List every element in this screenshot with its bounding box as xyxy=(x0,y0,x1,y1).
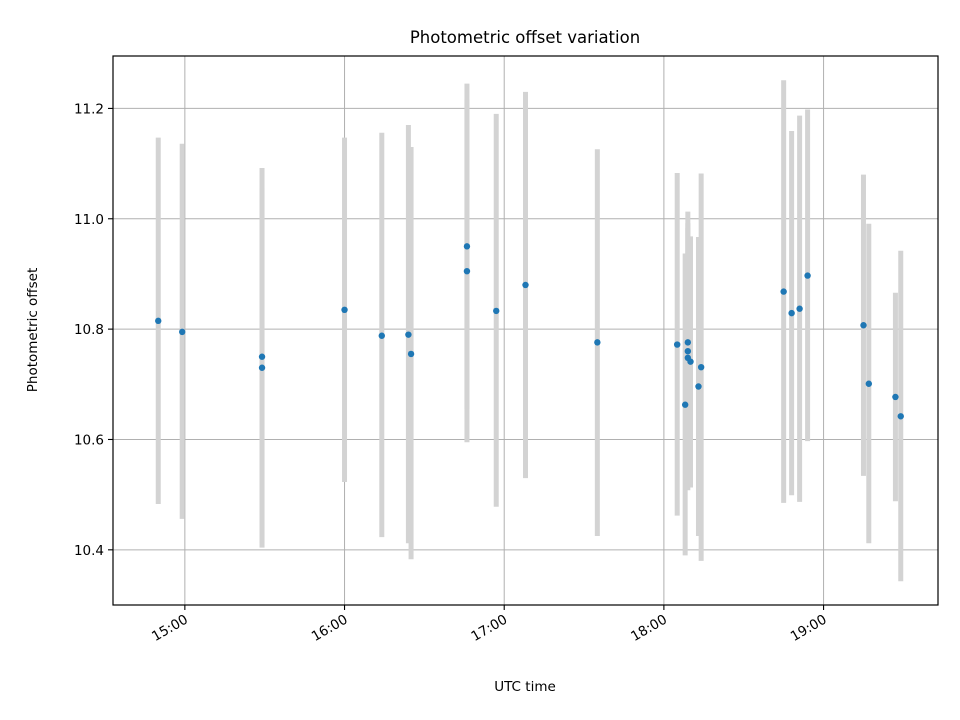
data-point xyxy=(796,305,803,312)
data-point xyxy=(463,267,471,275)
data-point xyxy=(178,328,186,336)
y-tick-label: 10.6 xyxy=(74,432,104,448)
data-point xyxy=(405,331,412,338)
y-tick-label: 11.2 xyxy=(74,101,104,117)
data-point xyxy=(407,350,415,358)
data-point xyxy=(594,339,601,346)
data-point xyxy=(258,364,266,371)
data-point xyxy=(684,347,692,355)
data-point xyxy=(897,413,904,420)
data-points xyxy=(155,243,904,420)
data-point xyxy=(341,306,348,314)
data-point xyxy=(892,393,899,401)
data-point xyxy=(788,309,795,317)
data-point xyxy=(378,332,385,339)
data-point xyxy=(687,358,694,365)
data-point xyxy=(697,363,705,371)
y-tick-label: 10.8 xyxy=(74,322,104,338)
data-point xyxy=(865,380,873,387)
data-point xyxy=(493,307,500,315)
chart-title: Photometric offset variation xyxy=(410,28,640,47)
y-tick-label: 11.0 xyxy=(74,212,104,228)
data-point xyxy=(684,339,692,346)
plot-frame xyxy=(112,55,939,606)
data-point xyxy=(673,341,681,348)
data-point xyxy=(780,288,787,295)
data-point xyxy=(463,243,471,250)
data-point xyxy=(522,281,529,289)
x-axis-label: UTC time xyxy=(494,679,556,695)
y-axis-label: Photometric offset xyxy=(25,268,41,392)
data-point xyxy=(860,322,867,329)
data-point xyxy=(804,272,811,279)
data-point xyxy=(695,383,702,390)
y-axis-ticks: 10.4 10.6 10.8 11.0 11.2 xyxy=(74,101,113,559)
y-tick-label: 10.4 xyxy=(74,543,104,559)
data-point xyxy=(681,401,689,408)
data-point xyxy=(155,317,162,325)
data-point xyxy=(258,353,266,360)
